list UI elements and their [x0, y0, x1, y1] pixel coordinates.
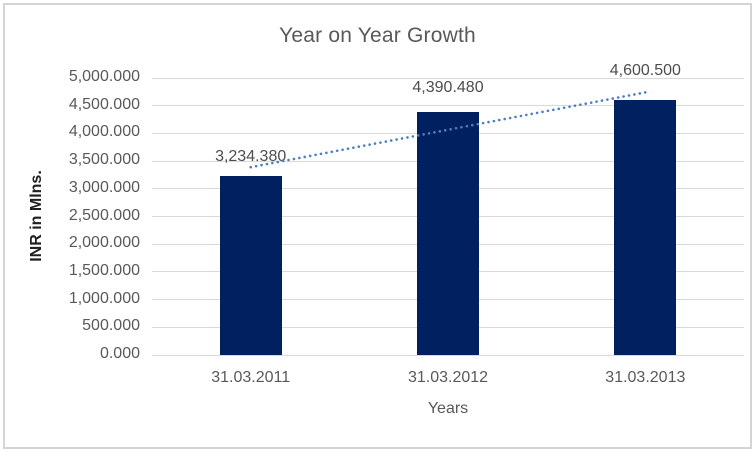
y-axis-tick-label: 5,000.000 — [68, 68, 140, 85]
gridline — [152, 77, 744, 79]
x-axis-tick-label: 31.03.2012 — [407, 369, 489, 386]
gridline — [152, 354, 744, 356]
bar — [417, 111, 479, 355]
y-axis-tick-label: 4,000.000 — [68, 123, 140, 141]
y-axis-tick-label: 3,000.000 — [68, 178, 140, 196]
y-axis-tick-label: 1,000.000 — [68, 289, 140, 307]
y-axis-tick-label: 2,500.000 — [68, 206, 140, 224]
y-axis-tick-label: 4,500.000 — [68, 95, 140, 113]
bar — [219, 175, 282, 355]
x-axis-tick-label: 31.03.2011 — [211, 369, 291, 386]
y-axis-tick-label: 3,500.000 — [68, 151, 140, 169]
y-axis-tick-label: 2,000.000 — [68, 234, 140, 252]
bar-data-label: 4,600.500 — [609, 62, 681, 79]
y-axis-tick-label: 1,500.000 — [68, 261, 140, 279]
x-axis-tick-label: 31.03.2013 — [605, 369, 686, 386]
y-axis-tick-label: 500.000 — [82, 317, 140, 335]
chart-border — [3, 3, 752, 449]
bar-data-label: 3,234.380 — [215, 148, 287, 165]
bar — [614, 100, 677, 355]
bar-data-label: 4,390.480 — [412, 79, 484, 96]
x-axis-title: Years — [427, 400, 469, 417]
chart-title: Year on Year Growth — [279, 24, 476, 47]
y-axis-tick-label: 0.000 — [99, 345, 140, 362]
